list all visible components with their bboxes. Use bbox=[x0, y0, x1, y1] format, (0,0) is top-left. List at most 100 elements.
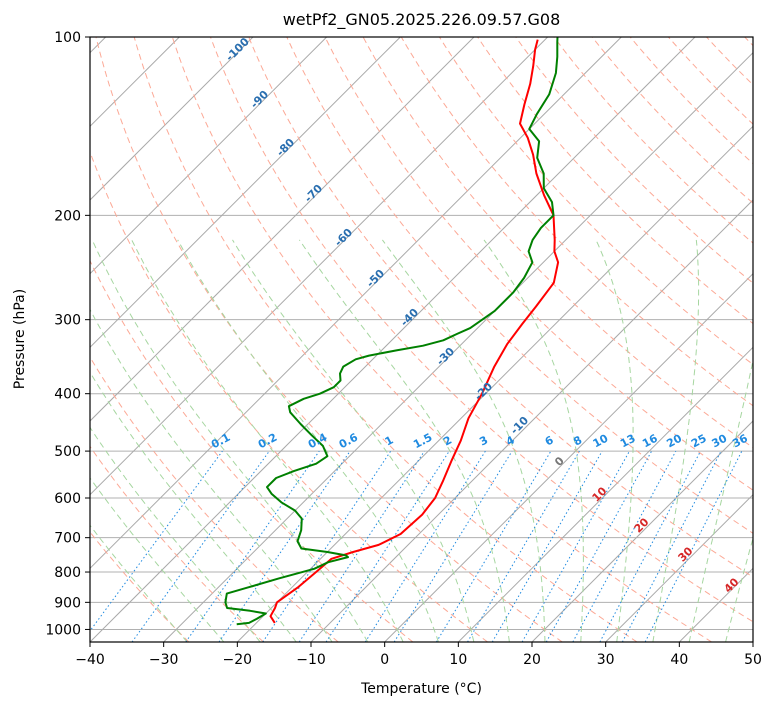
mixing-ratio-line bbox=[218, 450, 351, 642]
dry-adiabat-label: -100 bbox=[223, 35, 252, 64]
isotherm bbox=[90, 37, 328, 275]
mixing-ratio-label: 30 bbox=[710, 432, 730, 451]
moist-adiabat bbox=[595, 239, 634, 642]
dry-adiabat-label: -80 bbox=[274, 136, 297, 159]
dry-adiabat-label: 10 bbox=[590, 484, 610, 504]
dry-adiabat bbox=[133, 37, 638, 642]
dry-adiabat-label: -70 bbox=[302, 182, 325, 205]
moist-adiabat bbox=[381, 239, 546, 642]
isotherm bbox=[384, 272, 753, 642]
mixing-ratio-line bbox=[545, 450, 653, 642]
isotherm bbox=[236, 125, 753, 642]
dry-adiabat bbox=[400, 37, 753, 407]
temperature-profile bbox=[269, 39, 560, 624]
mixing-ratio-label: 3 bbox=[477, 433, 490, 448]
dry-adiabat-label: -90 bbox=[248, 88, 271, 111]
moist-adiabat bbox=[688, 358, 753, 642]
dry-adiabat bbox=[90, 356, 339, 642]
dry-adiabat bbox=[324, 37, 753, 491]
mixing-ratio-label: 6 bbox=[543, 433, 556, 448]
moist-adiabat bbox=[91, 239, 369, 642]
isotherm bbox=[90, 37, 475, 422]
x-tick-label: 10 bbox=[449, 652, 467, 668]
y-tick-label: 400 bbox=[54, 387, 81, 403]
dry-adiabat bbox=[515, 37, 753, 284]
y-tick-label: 800 bbox=[54, 565, 81, 581]
mixing-ratio-line bbox=[572, 450, 677, 642]
isotherm bbox=[90, 37, 696, 642]
x-tick-label: −30 bbox=[149, 652, 179, 668]
mixing-ratio-line bbox=[393, 450, 513, 642]
mixing-ratio-label: 8 bbox=[571, 433, 584, 448]
dry-adiabat bbox=[477, 37, 753, 325]
x-tick-label: 50 bbox=[744, 652, 762, 668]
dry-adiabat-label: 20 bbox=[632, 515, 652, 535]
mixing-ratio-label: 1 bbox=[383, 433, 396, 448]
y-tick-label: 700 bbox=[54, 531, 81, 547]
moist-adiabat bbox=[177, 239, 439, 642]
dry-adiabat-label: -60 bbox=[332, 226, 355, 249]
profile-series bbox=[224, 37, 560, 626]
y-tick-label: 1000 bbox=[45, 622, 81, 638]
isotherm bbox=[90, 37, 254, 201]
dry-adiabat-label: 30 bbox=[676, 544, 696, 564]
mixing-ratio-line bbox=[90, 450, 223, 632]
dry-adiabat bbox=[629, 37, 753, 165]
moist-adiabat bbox=[131, 239, 404, 642]
mixing-ratio-line bbox=[298, 450, 425, 642]
isotherm bbox=[531, 420, 753, 642]
moist-adiabat bbox=[483, 239, 584, 642]
x-axis-label: Temperature (°C) bbox=[360, 681, 482, 697]
mixing-ratio-line bbox=[185, 450, 320, 642]
isotherm bbox=[310, 199, 753, 642]
moist-adiabat bbox=[90, 477, 225, 642]
x-tick-label: 40 bbox=[670, 652, 688, 668]
mixing-ratio-line bbox=[491, 450, 603, 642]
dry-adiabat-label: -50 bbox=[364, 267, 387, 290]
moist-adiabat bbox=[298, 239, 510, 642]
isotherm bbox=[678, 567, 753, 642]
dry-adiabat bbox=[438, 37, 753, 366]
mixing-ratio-line bbox=[131, 450, 270, 642]
moist-adiabat bbox=[90, 524, 188, 642]
isotherm bbox=[752, 641, 753, 642]
dry-adiabat bbox=[90, 531, 190, 642]
isotherm bbox=[605, 493, 753, 642]
plot-frame bbox=[89, 36, 754, 643]
mixing-ratio-label: 10 bbox=[591, 432, 611, 451]
dry-adiabat bbox=[362, 37, 753, 449]
line-labels: 0.1 0.2 0.4 0.6 1 1.5 2 3 4 6 8 10 13 16 20 25 30 36-100-… bbox=[209, 35, 750, 596]
pressure-gridlines bbox=[90, 37, 753, 630]
isotherm bbox=[457, 346, 753, 642]
y-tick-label: 900 bbox=[54, 595, 81, 611]
mixing-ratio-line bbox=[435, 450, 552, 642]
axes-ticks: −40 −30 −20 −10 0 10 20 30 40 5010020030040050060… bbox=[45, 30, 762, 668]
mixing-ratio-line bbox=[521, 450, 630, 642]
mixing-ratio-label: 13 bbox=[618, 432, 638, 451]
y-tick-label: 300 bbox=[54, 313, 81, 329]
x-tick-label: 0 bbox=[380, 652, 389, 668]
mixing-ratio-label: 0.1 bbox=[209, 431, 232, 452]
y-axis-label: Pressure (hPa) bbox=[12, 289, 28, 389]
dry-adiabat bbox=[210, 37, 753, 623]
isotherm bbox=[90, 37, 401, 349]
x-tick-label: −40 bbox=[75, 652, 105, 668]
x-tick-label: 30 bbox=[597, 652, 615, 668]
skewed-isotherms bbox=[90, 37, 753, 642]
moist-adiabat bbox=[652, 239, 700, 642]
mixing-ratio-label: 2 bbox=[441, 433, 454, 448]
dry-adiabat-label: -40 bbox=[398, 306, 421, 329]
dry-adiabat bbox=[171, 37, 712, 642]
dry-adiabats bbox=[90, 37, 753, 642]
x-tick-label: −20 bbox=[223, 652, 253, 668]
moist-adiabat bbox=[90, 308, 333, 642]
y-tick-label: 100 bbox=[54, 30, 81, 46]
dewpoint-profile bbox=[224, 37, 559, 626]
dry-adiabat bbox=[591, 37, 753, 204]
x-tick-label: −10 bbox=[296, 652, 326, 668]
dry-adiabat bbox=[706, 37, 753, 86]
isotherm bbox=[163, 51, 753, 642]
x-tick-label: 20 bbox=[523, 652, 541, 668]
y-tick-label: 200 bbox=[54, 208, 81, 224]
dry-adiabat-label: -10 bbox=[508, 414, 531, 437]
